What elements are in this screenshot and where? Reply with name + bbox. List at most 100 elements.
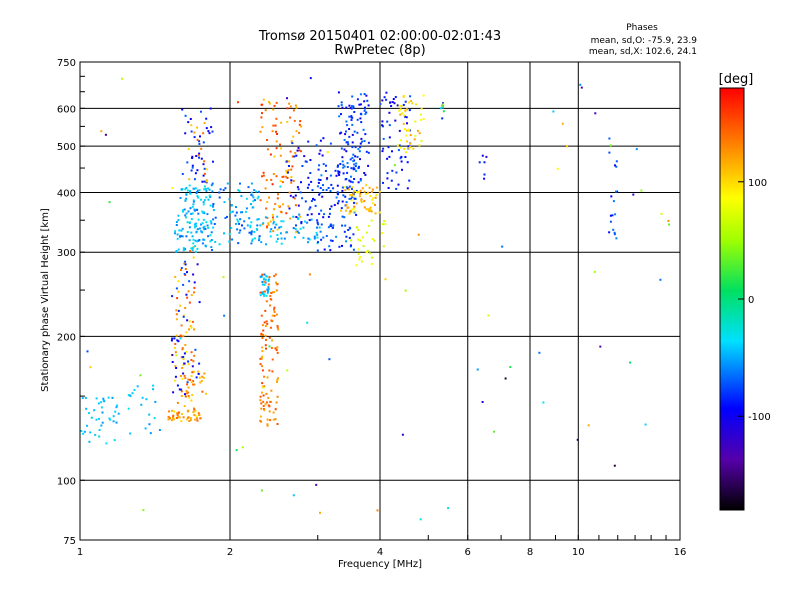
echo-point <box>176 414 179 417</box>
echo-point <box>341 224 344 227</box>
echo-point <box>322 137 325 140</box>
echo-point <box>158 429 161 431</box>
echo-point <box>280 211 283 214</box>
echo-point <box>348 128 351 130</box>
echo-point <box>264 344 267 347</box>
echo-point <box>290 140 293 143</box>
echo-point <box>194 187 197 190</box>
echo-point <box>204 187 207 190</box>
echo-point <box>82 432 85 435</box>
echo-point <box>245 207 248 210</box>
echo-point <box>174 232 176 235</box>
echo-point <box>263 409 266 412</box>
echo-point <box>192 238 195 241</box>
echo-point <box>342 194 345 197</box>
echo-point <box>358 150 361 153</box>
echo-point <box>181 227 184 230</box>
echo-point <box>261 223 264 226</box>
y-tick-label: 400 <box>57 188 76 199</box>
echo-point <box>88 440 91 443</box>
echo-point <box>190 231 193 234</box>
echo-point <box>266 322 269 325</box>
echo-point <box>286 177 289 179</box>
echo-point <box>351 141 354 144</box>
echo-point <box>190 381 193 384</box>
echo-point <box>262 98 265 101</box>
echo-point <box>274 273 277 276</box>
echo-point <box>263 280 266 283</box>
echo-point <box>310 218 313 221</box>
echo-point <box>83 430 86 433</box>
echo-point <box>211 130 214 133</box>
echo-point <box>186 271 188 274</box>
echo-point <box>191 164 194 167</box>
echo-point <box>279 232 282 235</box>
echo-point <box>278 205 280 207</box>
echo-point <box>405 129 408 132</box>
echo-point <box>209 240 212 243</box>
echo-point <box>365 184 368 187</box>
colorbar-unit-label: [deg] <box>719 72 754 87</box>
echo-point <box>265 347 267 350</box>
x-tick-label: 1 <box>77 547 83 558</box>
echo-point <box>280 225 283 228</box>
echo-point <box>357 181 360 184</box>
echo-point <box>269 235 272 238</box>
echo-point <box>354 155 357 158</box>
echo-point <box>319 179 322 181</box>
echo-point <box>280 220 283 223</box>
echo-point <box>285 175 288 178</box>
echo-point <box>355 202 358 205</box>
echo-point <box>194 418 197 421</box>
echo-point <box>223 201 226 204</box>
echo-point <box>300 125 303 128</box>
echo-point <box>306 213 309 216</box>
echo-point <box>182 416 185 419</box>
echo-point <box>365 150 368 153</box>
echo-point <box>417 233 420 236</box>
echo-point <box>189 419 192 422</box>
echo-point <box>285 212 288 215</box>
echo-point <box>351 181 354 184</box>
y-tick-label: 750 <box>57 58 76 69</box>
echo-point <box>304 160 307 163</box>
echo-point <box>363 140 366 142</box>
axis-ticks: 1 2 4 6 8 10 16 75 100 200 300 400 500 600 750 <box>57 58 686 558</box>
echo-point <box>328 358 331 361</box>
echo-point <box>201 242 204 245</box>
echo-point <box>263 293 266 296</box>
echo-point <box>176 237 179 240</box>
echo-point <box>289 217 292 220</box>
echo-point <box>267 288 270 290</box>
echo-point <box>196 138 199 141</box>
echo-point <box>316 249 319 252</box>
echo-point <box>245 197 248 200</box>
echo-point <box>276 326 279 329</box>
echo-point <box>198 227 201 230</box>
echo-point <box>206 224 209 227</box>
echo-point <box>89 366 92 369</box>
echo-point <box>182 249 185 252</box>
echo-point <box>239 182 241 185</box>
echo-point <box>381 150 384 153</box>
echo-point <box>301 165 304 167</box>
echo-point <box>279 180 282 183</box>
echo-point <box>318 164 321 167</box>
echo-point <box>175 313 178 316</box>
echo-point <box>181 348 184 351</box>
echo-point <box>258 237 261 240</box>
echo-point <box>294 194 297 197</box>
echo-point <box>483 177 486 180</box>
echo-point <box>205 179 208 182</box>
echo-point <box>440 107 442 110</box>
echo-point <box>346 124 349 127</box>
echo-point <box>264 187 267 190</box>
echo-point <box>180 235 183 238</box>
echo-point <box>418 132 421 135</box>
echo-point <box>367 191 370 194</box>
echo-point <box>415 103 418 106</box>
echo-point <box>262 171 265 174</box>
echo-point <box>345 209 348 212</box>
echo-point <box>364 173 367 176</box>
echo-point <box>384 278 387 281</box>
